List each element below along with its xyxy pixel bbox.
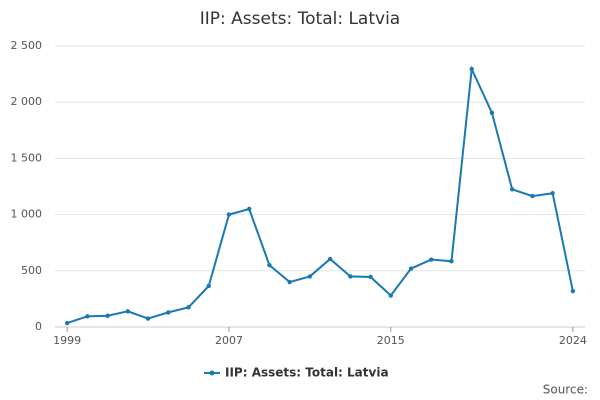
legend-marker xyxy=(209,370,215,376)
chart-title: IIP: Assets: Total: Latvia xyxy=(200,9,400,29)
point xyxy=(105,313,110,318)
point xyxy=(429,257,434,262)
x-tick-label: 2007 xyxy=(215,334,243,347)
y-tick-label: 1 500 xyxy=(11,151,43,164)
point xyxy=(246,206,252,212)
y-tick-label: 2 000 xyxy=(11,95,43,108)
point xyxy=(327,256,333,262)
point xyxy=(469,66,474,72)
point xyxy=(489,110,495,116)
point xyxy=(449,259,454,264)
point xyxy=(530,193,535,199)
point xyxy=(267,262,272,268)
point xyxy=(206,283,211,289)
point xyxy=(570,288,576,294)
point xyxy=(186,305,191,310)
point xyxy=(509,187,515,192)
source: Source: xyxy=(543,383,588,397)
point xyxy=(348,274,353,279)
series-line xyxy=(66,65,574,325)
point xyxy=(166,310,171,315)
y-tick-label: 0 xyxy=(35,320,42,333)
point xyxy=(85,314,90,319)
point xyxy=(226,212,232,217)
y-tick-label: 2 500 xyxy=(11,39,43,52)
x-tick-label: 2024 xyxy=(559,334,587,347)
point xyxy=(307,274,313,279)
point xyxy=(145,316,151,321)
point xyxy=(388,293,394,298)
point xyxy=(368,274,373,280)
point xyxy=(125,309,131,314)
y-tick-label: 500 xyxy=(21,264,42,277)
point xyxy=(64,320,70,326)
point xyxy=(287,279,292,285)
x-tick-label: 1999 xyxy=(53,334,81,347)
legend-label: IIP: Assets: Total: Latvia xyxy=(225,366,389,380)
x-tick-label: 2015 xyxy=(377,334,405,347)
y-tick-label: 1 000 xyxy=(11,208,43,221)
point xyxy=(550,191,555,196)
point xyxy=(408,266,414,271)
